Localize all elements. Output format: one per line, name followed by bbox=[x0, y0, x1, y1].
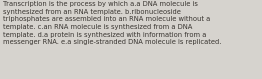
Text: Transcription is the process by which a.a DNA molecule is
synthesized from an RN: Transcription is the process by which a.… bbox=[3, 1, 221, 45]
